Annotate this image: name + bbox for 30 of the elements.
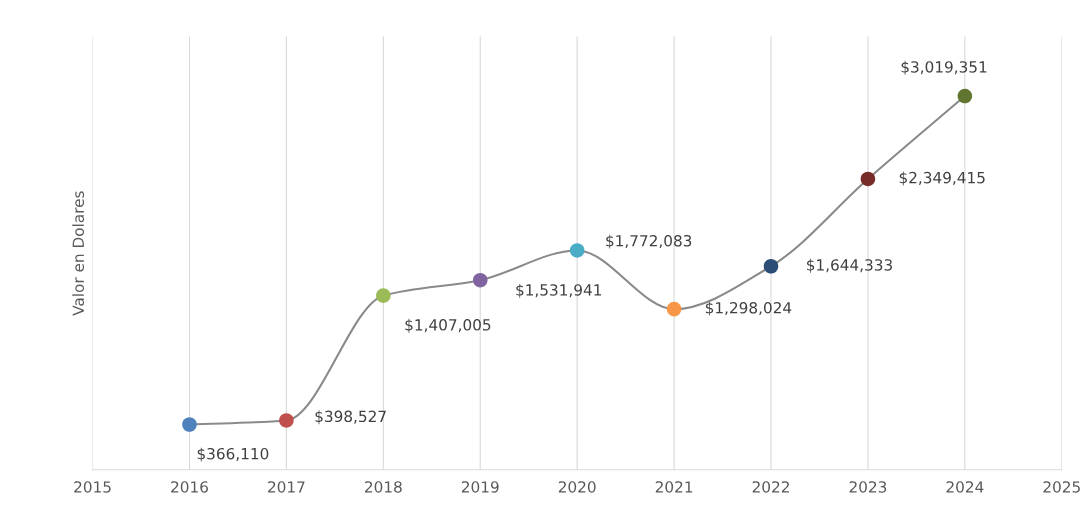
x-tick-label: 2019 xyxy=(461,481,499,493)
point xyxy=(763,258,779,274)
data-label: $398,527 xyxy=(315,410,386,425)
point xyxy=(957,88,973,104)
x-tick-label: 2020 xyxy=(558,481,596,493)
point xyxy=(279,413,294,428)
x-tick-label: 2025 xyxy=(1043,481,1080,493)
data-label: $366,110 xyxy=(197,447,269,462)
point xyxy=(472,272,488,288)
data-label: $3,019,351 xyxy=(901,60,987,75)
data-label: $1,298,024 xyxy=(705,301,792,316)
x-tick-label: 2018 xyxy=(365,481,402,493)
point xyxy=(569,243,585,258)
point xyxy=(182,417,197,432)
point xyxy=(860,171,876,187)
data-label: $2,349,415 xyxy=(899,171,985,186)
data-label: $1,531,941 xyxy=(516,283,602,298)
data-label: $1,772,083 xyxy=(606,234,692,249)
point xyxy=(666,301,682,317)
y-axis-title: Valor en Dolares xyxy=(72,191,85,316)
data-label: $1,407,005 xyxy=(405,318,491,333)
x-tick-label: 2017 xyxy=(268,481,305,493)
point xyxy=(376,288,391,303)
x-tick-label: 2015 xyxy=(74,481,111,493)
x-tick-label: 2024 xyxy=(946,481,984,493)
x-tick-label: 2022 xyxy=(752,481,789,493)
x-tick-label: 2016 xyxy=(171,481,208,493)
x-tick-label: 2021 xyxy=(655,481,693,493)
data-label: $1,644,333 xyxy=(807,258,892,273)
x-tick-label: 2023 xyxy=(849,481,887,493)
